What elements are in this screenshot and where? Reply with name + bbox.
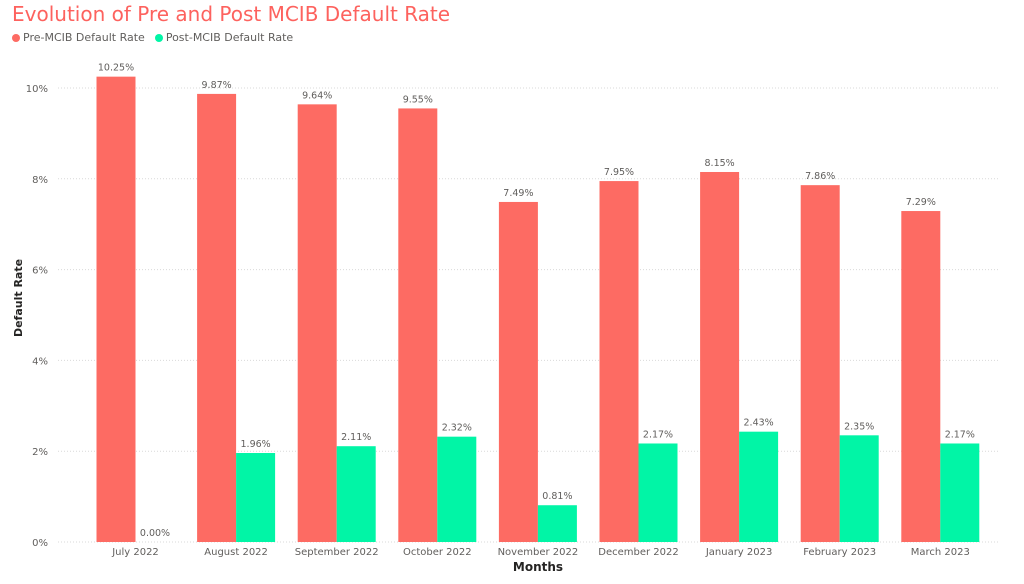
- bar-post-mcib[interactable]: [537, 505, 577, 542]
- data-label-post-mcib: 2.35%: [844, 421, 874, 432]
- bar-pre-mcib[interactable]: [297, 104, 337, 543]
- data-label-pre-mcib: 9.87%: [202, 80, 232, 91]
- bar-post-mcib[interactable]: [739, 431, 779, 542]
- x-tick-label: November 2022: [498, 547, 579, 558]
- data-label-post-mcib: 1.96%: [241, 439, 271, 450]
- data-label-pre-mcib: 7.49%: [503, 188, 533, 199]
- bar-post-mcib[interactable]: [336, 446, 376, 542]
- data-label-pre-mcib: 7.95%: [604, 167, 634, 178]
- bars: [96, 76, 980, 543]
- x-tick-label: March 2023: [911, 547, 970, 558]
- data-label-pre-mcib: 9.64%: [302, 90, 332, 101]
- x-tick-label: September 2022: [295, 547, 379, 558]
- bar-pre-mcib[interactable]: [599, 181, 639, 542]
- y-tick-label: 10%: [26, 84, 48, 95]
- y-tick-label: 6%: [32, 266, 48, 277]
- x-tick-label: October 2022: [403, 547, 472, 558]
- x-axis-title: Months: [513, 560, 563, 574]
- data-label-post-mcib: 0.00%: [140, 528, 170, 539]
- y-axis-title: Default Rate: [12, 259, 25, 337]
- x-axis-ticks: July 2022 August 2022 September 2022 Octobe…: [111, 547, 970, 558]
- y-tick-label: 0%: [32, 538, 48, 549]
- data-label-pre-mcib: 10.25%: [98, 63, 134, 74]
- x-tick-label: August 2022: [204, 547, 268, 558]
- legend-label-pre: Pre-MCIB Default Rate: [23, 31, 145, 44]
- bar-pre-mcib[interactable]: [700, 171, 740, 543]
- data-label-post-mcib: 2.17%: [945, 429, 975, 440]
- legend-swatch-post: [154, 33, 163, 42]
- data-label-post-mcib: 0.81%: [542, 491, 572, 502]
- bar-post-mcib[interactable]: [437, 436, 477, 542]
- y-tick-label: 4%: [32, 356, 48, 367]
- x-tick-label: January 2023: [705, 547, 773, 558]
- data-label-post-mcib: 2.43%: [744, 418, 774, 429]
- bar-post-mcib[interactable]: [940, 443, 980, 542]
- data-label-pre-mcib: 7.86%: [805, 171, 835, 182]
- data-label-post-mcib: 2.11%: [341, 432, 371, 443]
- data-label-pre-mcib: 7.29%: [906, 197, 936, 208]
- legend-label-post: Post-MCIB Default Rate: [165, 31, 294, 44]
- y-tick-label: 8%: [32, 175, 48, 186]
- bar-pre-mcib[interactable]: [197, 93, 237, 542]
- data-label-post-mcib: 2.32%: [442, 423, 472, 434]
- data-labels: 10.25% 0.00% 9.87% 1.96% 9.64% 2.11% 9.55% 2.32…: [98, 63, 975, 539]
- bar-pre-mcib[interactable]: [96, 76, 136, 543]
- legend-swatch-pre: [12, 33, 20, 42]
- legend-item-post[interactable]: Post-MCIB Default Rate: [154, 31, 294, 44]
- data-label-pre-mcib: 8.15%: [705, 158, 735, 169]
- chart-legend: Pre-MCIB Default Rate Post-MCIB Default …: [12, 31, 303, 44]
- x-tick-label: February 2023: [803, 547, 876, 558]
- y-tick-label: 2%: [32, 447, 48, 458]
- x-tick-label: December 2022: [598, 547, 678, 558]
- bar-post-mcib[interactable]: [839, 435, 879, 542]
- y-axis-ticks: 0% 2% 4% 6% 8% 10%: [26, 84, 48, 549]
- bar-pre-mcib[interactable]: [398, 108, 438, 543]
- data-label-pre-mcib: 9.55%: [403, 94, 433, 105]
- bar-pre-mcib[interactable]: [498, 201, 538, 543]
- bar-pre-mcib[interactable]: [901, 211, 941, 542]
- bar-post-mcib[interactable]: [638, 443, 678, 542]
- bar-pre-mcib[interactable]: [800, 185, 840, 542]
- x-tick-label: July 2022: [111, 547, 159, 558]
- data-label-post-mcib: 2.17%: [643, 429, 673, 440]
- bar-post-mcib[interactable]: [236, 453, 276, 542]
- chart-title: Evolution of Pre and Post MCIB Default R…: [12, 2, 451, 26]
- legend-item-pre[interactable]: Pre-MCIB Default Rate: [12, 31, 145, 44]
